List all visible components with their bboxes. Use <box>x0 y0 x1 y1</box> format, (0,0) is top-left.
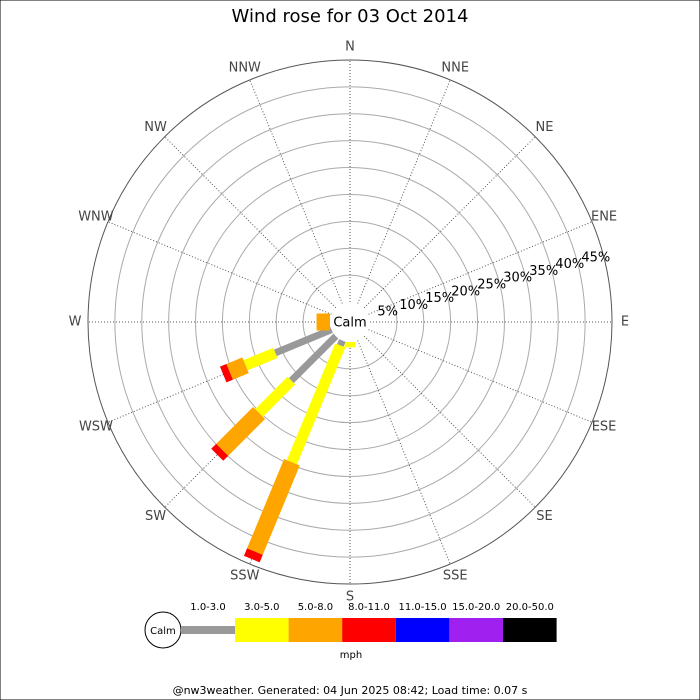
direction-label: N <box>345 40 355 55</box>
r-tick-label: 35% <box>529 264 558 279</box>
legend-swatch <box>449 618 503 642</box>
legend-label: 11.0-15.0 <box>399 602 447 613</box>
legend-label: 1.0-3.0 <box>190 602 225 613</box>
bar-segment <box>243 347 278 371</box>
legend-label: 8.0-11.0 <box>348 602 390 613</box>
r-tick-label: 15% <box>425 291 454 306</box>
spoke <box>107 221 332 315</box>
grid-ring <box>302 274 398 370</box>
legend-label: 5.0-8.0 <box>298 602 333 613</box>
bar-segment <box>337 339 346 347</box>
legend-swatch <box>342 618 396 642</box>
direction-label: SW <box>145 509 166 524</box>
r-tick-label: 45% <box>581 250 610 265</box>
direction-label: NNE <box>441 60 469 75</box>
spoke <box>363 335 536 508</box>
spoke <box>357 340 451 565</box>
grid-ring <box>275 247 425 397</box>
grid-ring <box>114 86 586 558</box>
direction-label: NE <box>535 120 553 135</box>
bar-segment <box>274 326 333 357</box>
footer: @nw3weather. Generated: 04 Jun 2025 08:4… <box>173 684 528 697</box>
spoke <box>357 79 451 304</box>
grid-ring <box>168 140 532 504</box>
spoke <box>368 221 593 315</box>
chart-title: Wind rose for 03 Oct 2014 <box>232 6 469 27</box>
direction-label: SE <box>536 509 552 524</box>
bar-segment <box>216 406 266 456</box>
grid-ring <box>195 167 505 477</box>
bar-segment <box>211 443 229 461</box>
legend-label: 3.0-5.0 <box>244 602 279 613</box>
r-tick-label: 5% <box>377 305 398 320</box>
direction-label: S <box>346 590 354 605</box>
bar-segment <box>255 376 296 417</box>
legend-swatch <box>235 618 289 642</box>
legend-swatch <box>503 618 557 642</box>
r-tick-label: 30% <box>503 271 532 286</box>
outer-ring <box>87 59 613 585</box>
direction-label: E <box>621 315 629 330</box>
bar-segment <box>288 333 339 384</box>
spoke <box>249 79 343 304</box>
bar-segment <box>316 313 331 331</box>
legend-label: 20.0-50.0 <box>506 602 554 613</box>
direction-label: NW <box>144 120 167 135</box>
r-tick-label: 20% <box>451 284 480 299</box>
spoke <box>107 329 332 423</box>
legend-label: 15.0-20.0 <box>452 602 500 613</box>
spoke <box>164 136 337 309</box>
calm-circle <box>330 302 370 342</box>
bar-segment <box>243 548 263 563</box>
r-tick-label: 25% <box>477 278 506 293</box>
legend-swatch <box>181 626 235 634</box>
grid-ring <box>248 220 452 424</box>
direction-label: SSE <box>443 569 468 584</box>
bar-segment <box>219 363 233 383</box>
grid-ring <box>221 193 479 451</box>
direction-label: WSW <box>79 420 113 435</box>
spoke <box>363 136 536 309</box>
r-tick-label: 10% <box>399 298 428 313</box>
legend-swatch <box>288 618 343 642</box>
direction-label: WNW <box>78 209 114 224</box>
legend-units: mph <box>340 650 362 661</box>
grid-ring <box>141 113 559 531</box>
r-tick-label: 40% <box>555 257 584 272</box>
bar-segment <box>344 342 356 348</box>
spoke <box>368 329 593 423</box>
bar-segment <box>226 357 249 380</box>
direction-label: SSW <box>230 569 260 584</box>
direction-label: W <box>69 315 82 330</box>
legend-swatch <box>395 618 450 642</box>
bar-segment <box>247 458 300 555</box>
direction-label: NNW <box>229 60 261 75</box>
direction-label: ENE <box>591 209 617 224</box>
bar-segment <box>286 343 346 465</box>
direction-label: ESE <box>592 420 617 435</box>
legend-calm-label: Calm <box>150 626 176 637</box>
calm-label: Calm <box>333 316 366 331</box>
